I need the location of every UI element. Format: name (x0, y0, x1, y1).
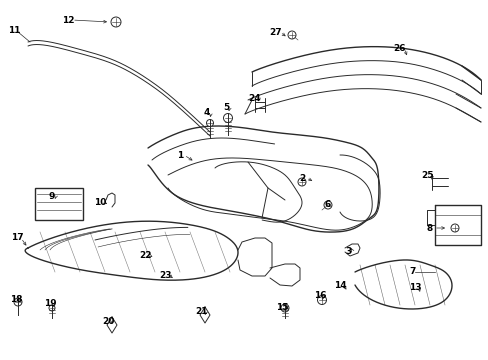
Text: 13: 13 (408, 284, 420, 292)
Text: 14: 14 (333, 282, 346, 291)
Text: 2: 2 (298, 174, 305, 183)
Text: 22: 22 (139, 251, 151, 260)
Text: 11: 11 (8, 26, 20, 35)
Text: 25: 25 (421, 171, 433, 180)
Text: 4: 4 (203, 108, 210, 117)
Text: 18: 18 (10, 296, 22, 305)
Text: 3: 3 (345, 248, 351, 256)
Bar (35, 188, 83, 220)
Text: 10: 10 (94, 198, 106, 207)
Text: 21: 21 (195, 307, 208, 316)
Text: 9: 9 (49, 192, 55, 201)
Text: 8: 8 (426, 224, 432, 233)
Circle shape (14, 298, 22, 306)
Circle shape (450, 224, 458, 232)
Text: 16: 16 (313, 291, 325, 300)
Text: 12: 12 (61, 15, 74, 24)
Circle shape (223, 113, 232, 122)
Circle shape (281, 304, 288, 312)
Circle shape (317, 296, 326, 305)
Text: 7: 7 (409, 267, 415, 276)
Text: 5: 5 (223, 103, 229, 112)
Circle shape (297, 178, 305, 186)
Circle shape (324, 201, 331, 209)
Circle shape (287, 31, 295, 39)
Text: 1: 1 (177, 150, 183, 159)
Text: 6: 6 (324, 199, 330, 208)
Text: 24: 24 (248, 94, 261, 103)
Text: 23: 23 (159, 270, 171, 279)
Text: 27: 27 (269, 27, 282, 36)
Circle shape (49, 305, 55, 311)
Text: 19: 19 (43, 300, 56, 309)
Text: 15: 15 (275, 303, 287, 312)
Text: 17: 17 (11, 234, 23, 243)
Circle shape (206, 120, 213, 126)
Text: 26: 26 (393, 44, 406, 53)
Circle shape (111, 17, 121, 27)
Text: 20: 20 (102, 318, 114, 327)
